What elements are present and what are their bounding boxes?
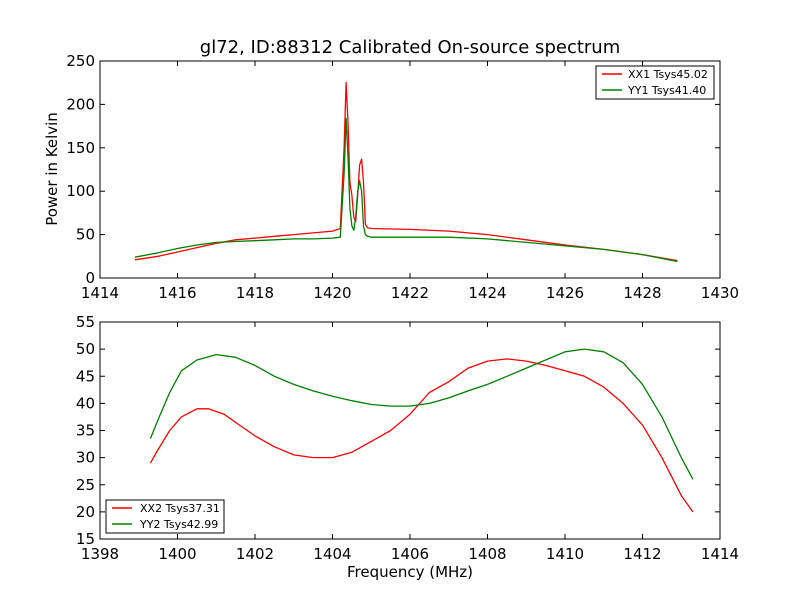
top-series-line-1 <box>134 82 678 262</box>
top-xtick-label: 1414 <box>81 284 119 302</box>
bottom-legend-label-1: XX2 Tsys37.31 <box>140 502 220 515</box>
bottom-subplot: 1398 1400 1402 1404 1406 1408 1410 1412 1414 15 20… <box>76 313 739 581</box>
bottom-ytick-label: 30 <box>76 449 95 467</box>
top-ylabel: Power in Kelvin <box>43 112 61 226</box>
top-ytick-label: 50 <box>76 226 95 244</box>
bottom-legend-label-2: YY2 Tsys42.99 <box>139 518 218 531</box>
bottom-tick-labels: 1398 1400 1402 1404 1406 1408 1410 1412 1414 15 20… <box>76 313 739 563</box>
bottom-ytick-label: 35 <box>76 422 95 440</box>
top-series-line-2 <box>134 117 678 263</box>
bottom-xtick-label: 1414 <box>701 545 739 563</box>
top-ytick-label: 150 <box>66 139 95 157</box>
bottom-ytick-label: 25 <box>76 476 95 494</box>
bottom-ytick-label: 20 <box>76 503 95 521</box>
bottom-series-line-1 <box>149 358 694 513</box>
bottom-legend: XX2 Tsys37.31 YY2 Tsys42.99 <box>105 499 225 534</box>
top-legend-label-1: XX1 Tsys45.02 <box>628 68 708 81</box>
top-xtick-label: 1416 <box>158 284 196 302</box>
top-legend-label-2: YY1 Tsys41.40 <box>627 84 706 97</box>
bottom-xtick-label: 1398 <box>81 545 119 563</box>
bottom-xtick-label: 1400 <box>158 545 196 563</box>
top-ytick-label: 200 <box>66 95 95 113</box>
bottom-xtick-label: 1408 <box>468 545 506 563</box>
bottom-plot-area <box>99 321 721 540</box>
figure-title: gl72, ID:88312 Calibrated On-source spec… <box>200 37 620 58</box>
bottom-xtick-label: 1402 <box>236 545 274 563</box>
bottom-xtick-label: 1406 <box>391 545 429 563</box>
top-legend-box <box>595 65 715 100</box>
top-tick-labels: 1414 1416 1418 1420 1422 1424 1426 1428 1430 0 50 1… <box>66 52 739 302</box>
bottom-xtick-label: 1404 <box>313 545 351 563</box>
bottom-ytick-label: 40 <box>76 394 95 412</box>
bottom-ytick-label: 50 <box>76 340 95 358</box>
bottom-legend-box <box>105 499 225 534</box>
bottom-series-line-2 <box>149 348 694 480</box>
bottom-xtick-label: 1412 <box>623 545 661 563</box>
top-xtick-label: 1418 <box>236 284 274 302</box>
top-xtick-label: 1424 <box>468 284 506 302</box>
top-ytick-label: 250 <box>66 52 95 70</box>
top-ytick-label: 0 <box>85 269 95 287</box>
bottom-ytick-label: 45 <box>76 367 95 385</box>
bottom-xtick-label: 1410 <box>546 545 584 563</box>
top-subplot: 1414 1416 1418 1420 1422 1424 1426 1428 1430 0 50 1… <box>43 52 739 302</box>
top-xtick-label: 1430 <box>701 284 739 302</box>
bottom-xlabel: Frequency (MHz) <box>347 563 473 581</box>
top-ytick-label: 100 <box>66 182 95 200</box>
top-legend: XX1 Tsys45.02 YY1 Tsys41.40 <box>595 65 715 100</box>
top-xtick-label: 1426 <box>546 284 584 302</box>
top-xtick-label: 1428 <box>623 284 661 302</box>
top-plot-area <box>99 60 721 279</box>
bottom-ytick-label: 55 <box>76 313 95 331</box>
top-xtick-label: 1422 <box>391 284 429 302</box>
top-xtick-label: 1420 <box>313 284 351 302</box>
bottom-ytick-label: 15 <box>76 530 95 548</box>
